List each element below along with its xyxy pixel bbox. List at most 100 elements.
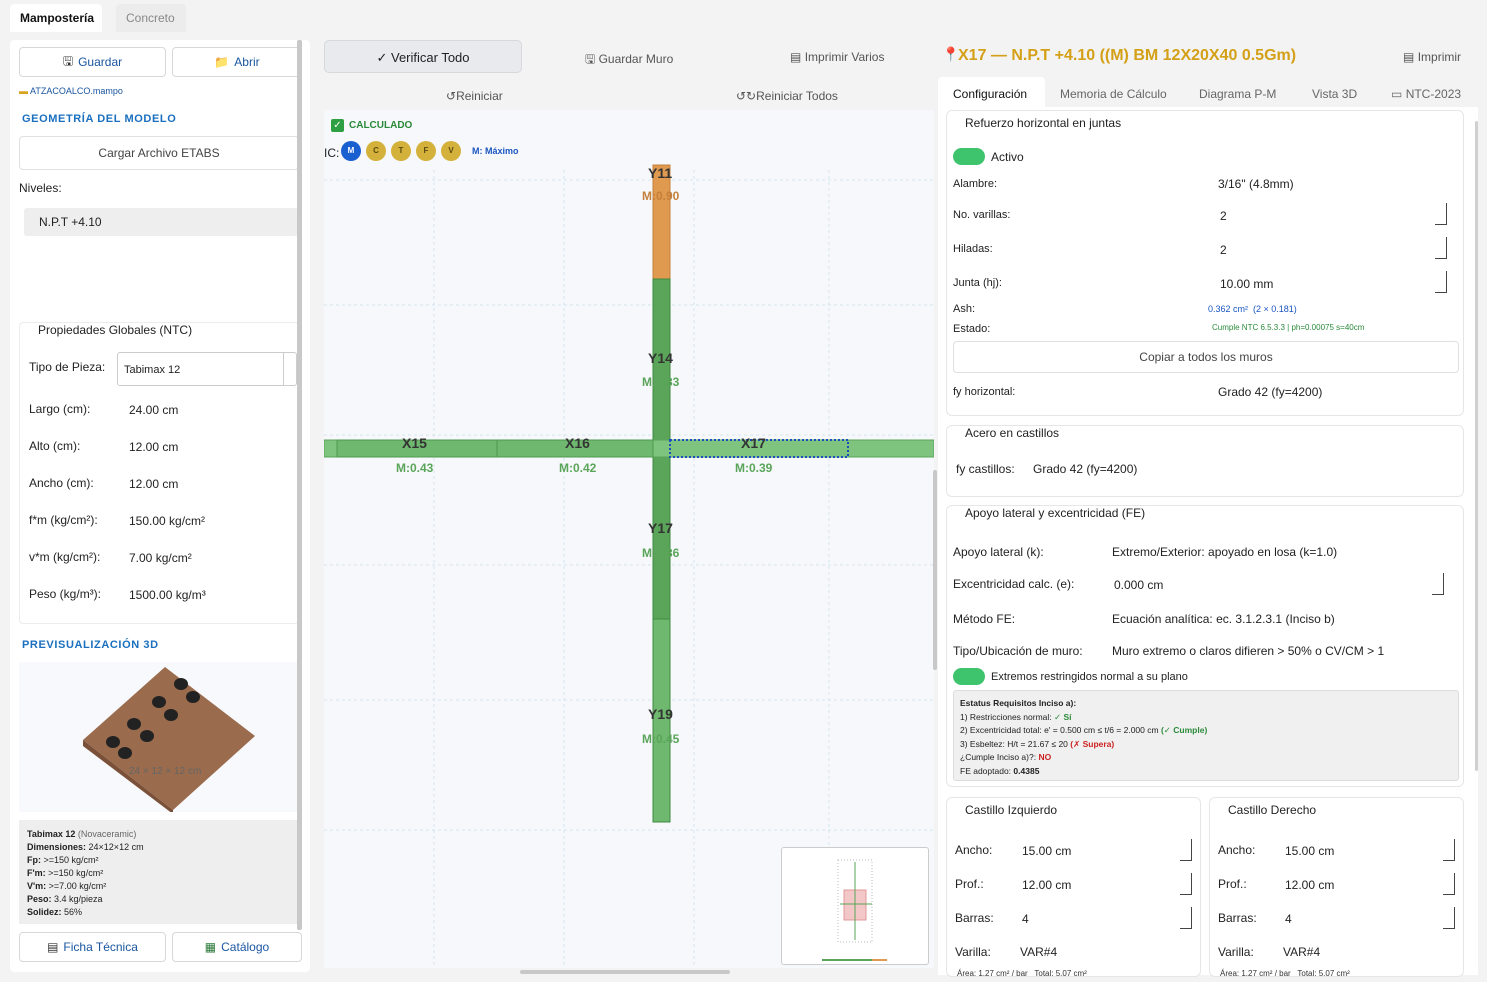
hiladas-stepper[interactable] — [1435, 237, 1447, 259]
activo-toggle[interactable] — [953, 148, 985, 165]
tab-diagrama[interactable]: Diagrama P-M — [1199, 87, 1277, 101]
fy-horizontal-label: fy horizontal: — [953, 386, 1016, 398]
save-icon: 🖫 — [585, 52, 596, 66]
tipo-muro-value[interactable]: Muro extremo o claros difieren > 50% o C… — [1112, 644, 1385, 658]
verificar-todo-button[interactable]: ✓ Verificar Todo — [324, 40, 522, 73]
apoyo-k-label: Apoyo lateral (k): — [953, 545, 1044, 559]
fy-castillos-value[interactable]: Grado 42 (fy=4200) — [1033, 462, 1138, 476]
castillo-der-prof-stepper[interactable] — [1443, 873, 1455, 895]
imprimir-varios-label: Imprimir Varios — [804, 50, 885, 64]
ash-value: 0.362 cm² (2 × 0.181) — [1208, 304, 1297, 314]
wall-y11[interactable] — [652, 164, 671, 280]
wall-label-y19: Y19 — [648, 706, 673, 722]
junta-stepper[interactable] — [1435, 271, 1447, 293]
info-key: Peso: — [27, 894, 52, 904]
castillo-izq-varilla[interactable]: VAR#4 — [1020, 945, 1058, 959]
catalogo-button[interactable]: ▦ Catálogo — [172, 932, 302, 962]
apoyo-k-value[interactable]: Extremo/Exterior: apoyado en losa (k=1.0… — [1112, 545, 1338, 559]
castillo-der-barras-stepper[interactable] — [1443, 907, 1455, 929]
tab-ntc[interactable]: ▭ NTC-2023 — [1391, 84, 1461, 104]
book-icon: ▭ — [1391, 87, 1403, 101]
canvas-h-scrollbar[interactable] — [520, 970, 730, 974]
status-line-1: 1) Restricciones normal: — [960, 711, 1052, 722]
minimap[interactable] — [781, 847, 929, 965]
dropdown-icon — [283, 353, 297, 385]
castillo-der-varilla[interactable]: VAR#4 — [1283, 945, 1321, 959]
guardar-label: Guardar — [78, 55, 123, 69]
wall-label-x16: X16 — [565, 435, 590, 451]
cargar-etabs-button[interactable]: Cargar Archivo ETABS — [19, 136, 299, 170]
canvas-v-scrollbar[interactable] — [933, 470, 937, 670]
geometry-title: GEOMETRÍA DEL MODELO — [22, 113, 177, 125]
tipo-pieza-select[interactable]: Tabimax 12 — [117, 352, 297, 386]
excentricidad-stepper[interactable] — [1432, 573, 1444, 595]
ic-button-m[interactable]: M — [341, 141, 361, 161]
ic-button-c[interactable]: C — [366, 141, 386, 161]
plan-canvas[interactable]: Y11 M:0.90 Y14 M:0.33 X15 M:0.43 X16 M:0… — [324, 110, 934, 968]
wall-label-y14: Y14 — [648, 350, 673, 366]
abrir-button[interactable]: 📁 Abrir — [172, 47, 302, 77]
castillo-izq-barras[interactable]: 4 — [1022, 912, 1029, 926]
ash-label: Ash: — [953, 303, 976, 315]
varillas-stepper[interactable] — [1435, 203, 1447, 225]
tab-concreto[interactable]: Concreto — [116, 4, 186, 32]
castillo-der-ancho-stepper[interactable] — [1443, 839, 1455, 861]
imprimir-button[interactable]: ▤ Imprimir — [1403, 50, 1461, 64]
status-title: Estatus Requisitos Inciso a): — [960, 698, 1077, 708]
tab-configuracion[interactable]: Configuración — [953, 87, 1028, 101]
left-scrollbar[interactable] — [297, 40, 302, 930]
reiniciar-todos-button[interactable]: ↺↻Reiniciar Todos — [736, 89, 838, 103]
extremos-toggle[interactable] — [953, 668, 985, 685]
alambre-value[interactable]: 3/16" (4.8mm) — [1218, 177, 1294, 191]
castillo-izq-ancho-label: Ancho: — [955, 843, 993, 857]
tab-mamposteria[interactable]: Mampostería — [10, 4, 102, 32]
prop-value-5: 1500.00 kg/m³ — [129, 588, 206, 602]
castillo-izq-ancho[interactable]: 15.00 cm — [1022, 844, 1072, 858]
hiladas-value[interactable]: 2 — [1220, 243, 1227, 257]
castillo-izq-ancho-stepper[interactable] — [1180, 839, 1192, 861]
ic-button-f[interactable]: F — [416, 141, 436, 161]
metodo-value[interactable]: Ecuación analítica: ec. 3.1.2.3.1 (Incis… — [1112, 612, 1335, 626]
info-key: Dimensiones: — [27, 842, 87, 852]
plan-drawing[interactable] — [324, 110, 934, 968]
ic-button-t[interactable]: T — [391, 141, 411, 161]
imprimir-varios-button[interactable]: ▤ Imprimir Varios — [790, 50, 884, 64]
catalogo-label: Catálogo — [221, 940, 270, 954]
info-val: >=7.00 kg/cm² — [48, 881, 107, 891]
prop-label-2: Ancho (cm): — [29, 476, 94, 490]
document-icon: ▤ — [1403, 50, 1415, 64]
castillo-der-varilla-label: Varilla: — [1218, 945, 1254, 959]
excentricidad-label: Excentricidad calc. (e): — [953, 577, 1075, 591]
nivel-item[interactable]: N.P.T +4.10 — [24, 208, 298, 236]
wall-label-y11: Y11 — [648, 165, 673, 181]
castillo-izq-prof[interactable]: 12.00 cm — [1022, 878, 1072, 892]
reset-all-icon: ↺↻ — [736, 89, 757, 103]
castillo-izq-barras-stepper[interactable] — [1180, 907, 1192, 929]
tab-memoria[interactable]: Memoria de Cálculo — [1060, 87, 1167, 101]
guardar-muro-button[interactable]: 🖫 Guardar Muro — [585, 50, 673, 71]
guardar-button[interactable]: 🖫 Guardar — [19, 47, 166, 77]
ic-button-v[interactable]: V — [441, 141, 461, 161]
varillas-value[interactable]: 2 — [1220, 209, 1227, 223]
ficha-tecnica-button[interactable]: ▤ Ficha Técnica — [19, 932, 166, 962]
castillo-der-ancho[interactable]: 15.00 cm — [1285, 844, 1335, 858]
info-val: 24×12×12 cm — [88, 842, 144, 852]
tab-vista-3d[interactable]: Vista 3D — [1312, 87, 1358, 101]
castillo-izq-prof-stepper[interactable] — [1180, 873, 1192, 895]
wall-y19[interactable] — [652, 618, 671, 823]
info-val: 3.4 kg/pieza — [54, 894, 103, 904]
prop-value-4: 7.00 kg/cm² — [129, 551, 192, 565]
castillo-der-title: Castillo Derecho — [1228, 803, 1317, 817]
castillo-der-prof[interactable]: 12.00 cm — [1285, 878, 1335, 892]
junta-value[interactable]: 10.00 mm — [1220, 277, 1274, 291]
piece-info: Tabimax 12 (Novaceramic) Dimensiones: 24… — [19, 820, 299, 924]
fy-horizontal-value[interactable]: Grado 42 (fy=4200) — [1218, 385, 1323, 399]
excentricidad-value[interactable]: 0.000 cm — [1114, 578, 1164, 592]
copiar-todos-button[interactable]: Copiar a todos los muros — [953, 341, 1459, 373]
wall-x17-selected[interactable] — [669, 439, 849, 458]
reiniciar-button[interactable]: ↺Reiniciar — [446, 89, 503, 103]
castillo-der-barras[interactable]: 4 — [1285, 912, 1292, 926]
wall-x16[interactable] — [496, 439, 654, 458]
catalog-icon: ▦ — [204, 940, 217, 954]
right-scrollbar[interactable] — [1475, 121, 1478, 771]
